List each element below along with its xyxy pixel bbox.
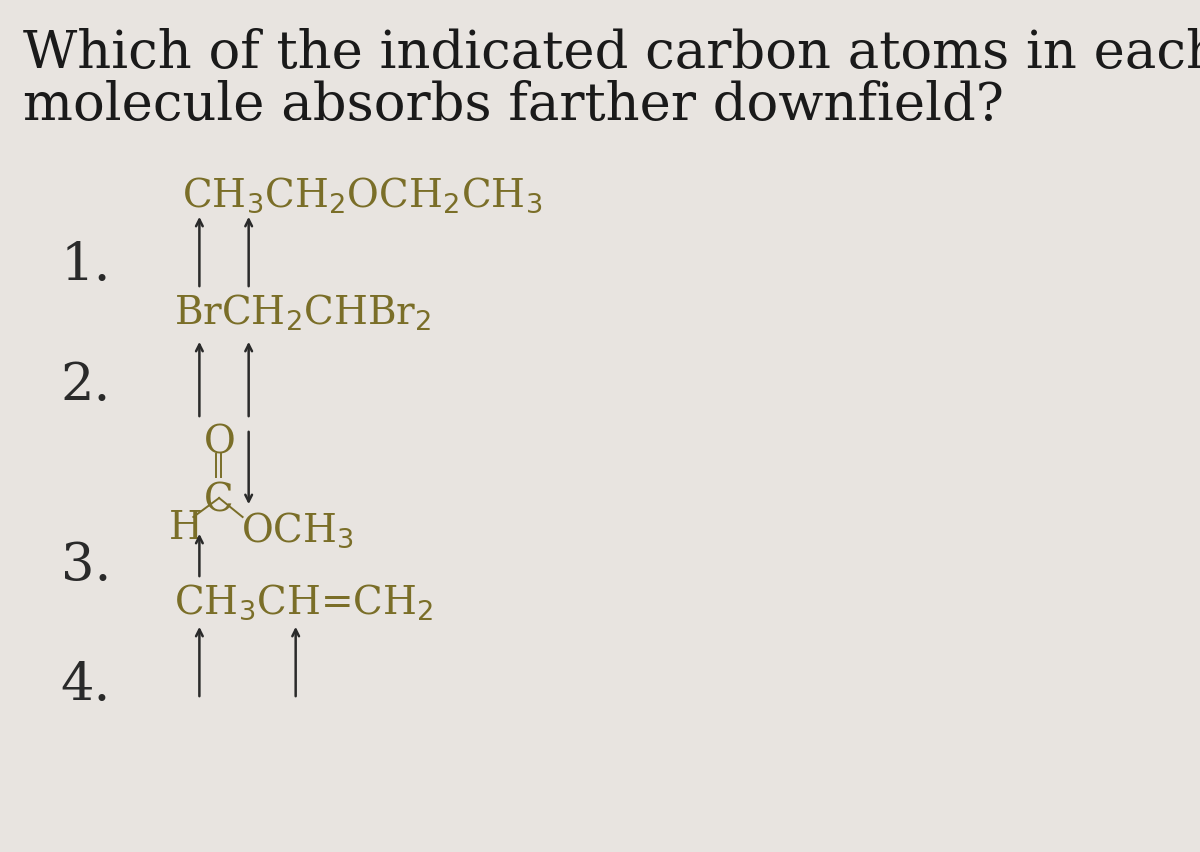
Text: 2.: 2.: [61, 360, 112, 411]
Text: Which of the indicated carbon atoms in each: Which of the indicated carbon atoms in e…: [23, 28, 1200, 79]
Text: BrCH$_2$CHBr$_2$: BrCH$_2$CHBr$_2$: [174, 292, 432, 333]
Text: 4.: 4.: [61, 659, 112, 711]
Text: 3.: 3.: [61, 539, 112, 590]
Text: H: H: [169, 509, 203, 546]
Text: CH$_3$CH$_2$OCH$_2$CH$_3$: CH$_3$CH$_2$OCH$_2$CH$_3$: [182, 175, 542, 215]
Text: OCH$_3$: OCH$_3$: [241, 509, 354, 549]
Text: 1.: 1.: [61, 239, 112, 291]
Text: O: O: [204, 424, 235, 462]
Text: C: C: [204, 482, 234, 520]
Text: molecule absorbs farther downfield?: molecule absorbs farther downfield?: [23, 80, 1003, 131]
Text: CH$_3$CH=CH$_2$: CH$_3$CH=CH$_2$: [174, 581, 433, 621]
